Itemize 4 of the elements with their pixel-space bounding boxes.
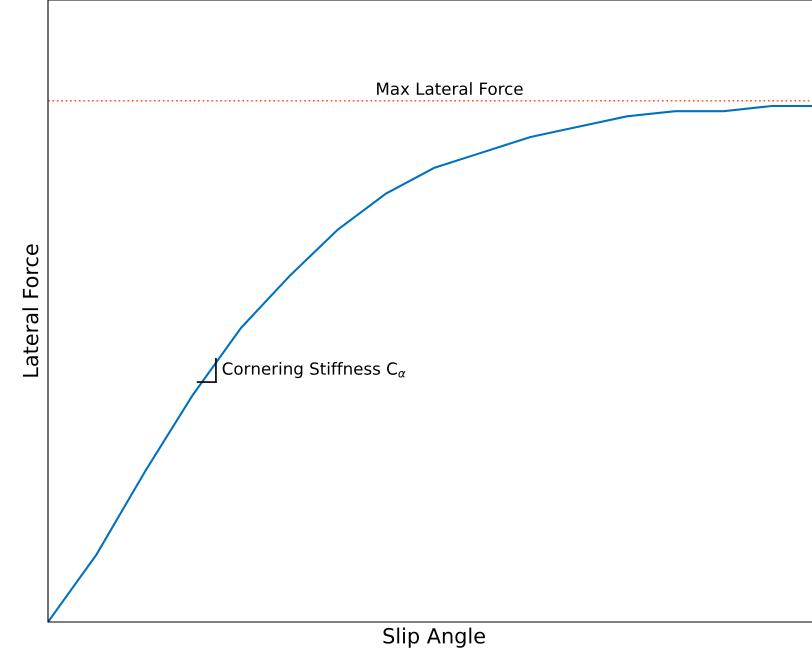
x-axis-title: Slip Angle	[383, 628, 485, 648]
annotation: Cornering Stiffness C$_{α}$	[222, 362, 406, 378]
y-axis-title: Lateral Force	[22, 244, 38, 377]
ref-line-label: Max Lateral Force	[377, 82, 523, 96]
